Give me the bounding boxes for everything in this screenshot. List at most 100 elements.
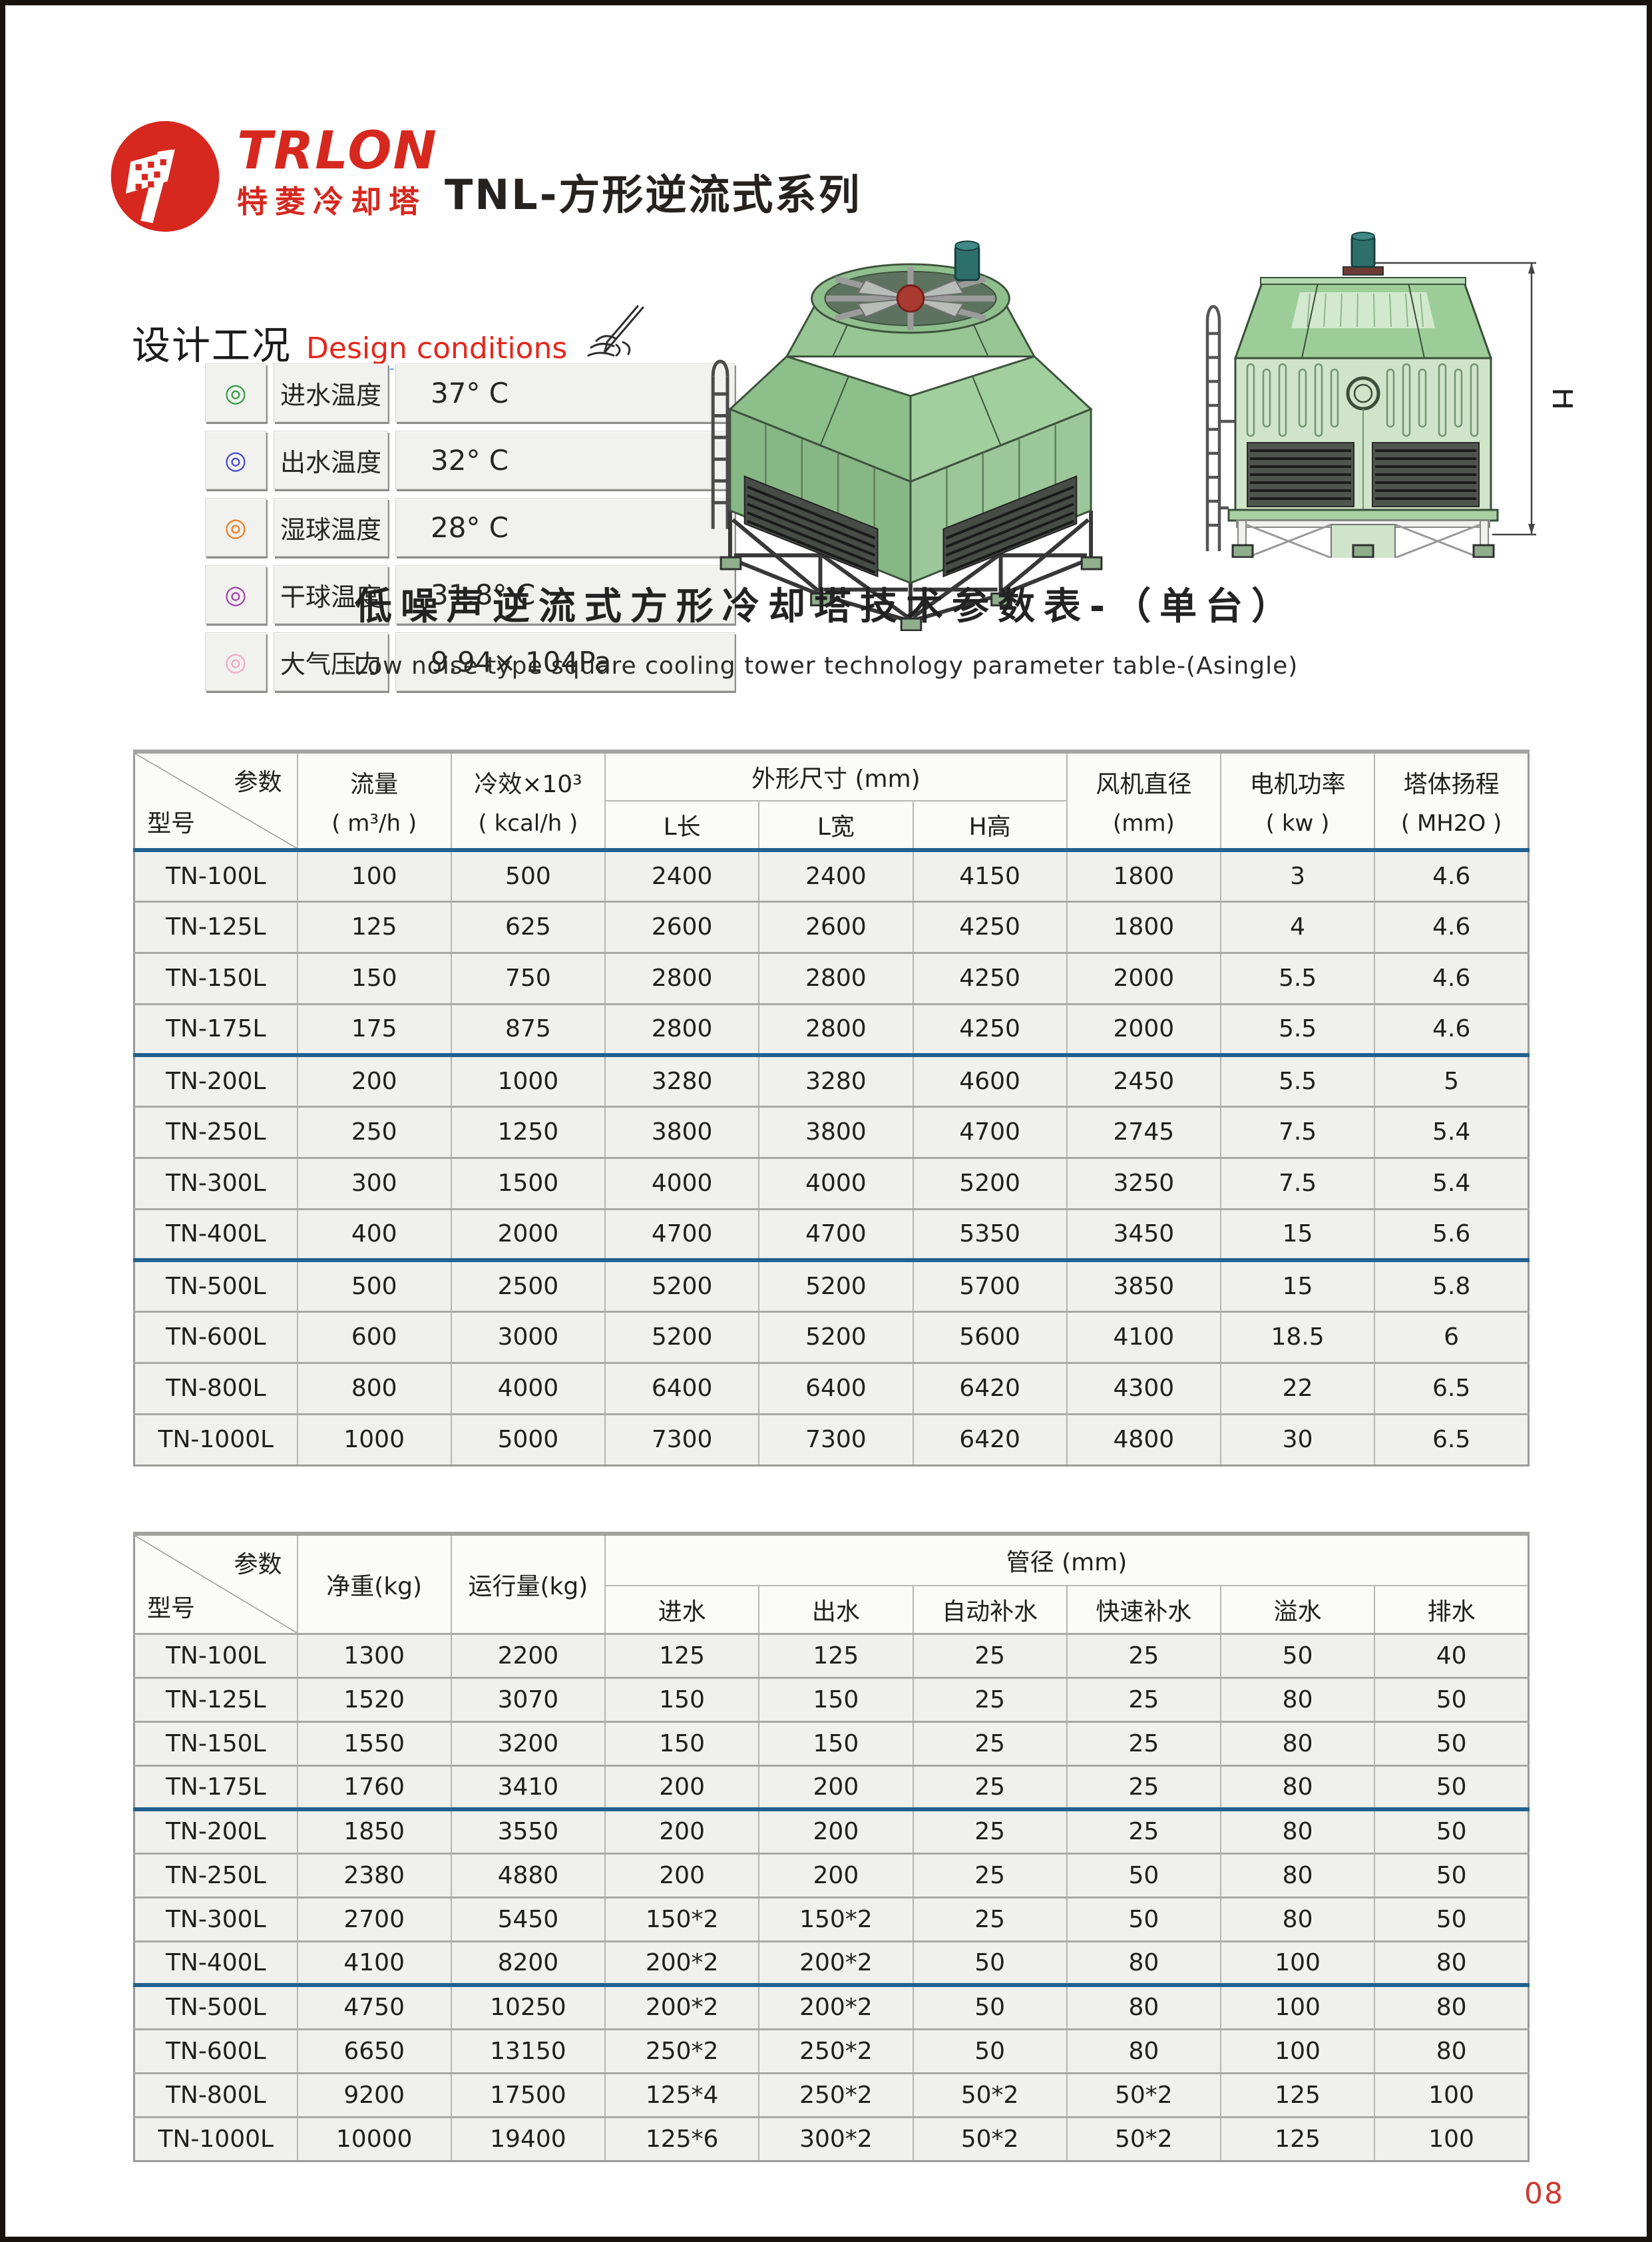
writing-hand-icon <box>587 305 644 357</box>
value-cell: 80 <box>1374 1983 1530 2030</box>
value-cell: 100 <box>1219 1983 1376 2030</box>
value-cell: 25 <box>912 1852 1068 1898</box>
design-condition-row: ◎ 进水温度 37° C <box>205 363 737 422</box>
condition-label-cell: 进水温度 <box>274 363 388 422</box>
col-header-quick-makeup: 快速补水 <box>1066 1585 1221 1634</box>
value-cell: 50 <box>1066 1896 1221 1942</box>
value-cell: 125*6 <box>604 2116 760 2161</box>
model-cell: TN-200L <box>133 1053 298 1107</box>
value-cell: 50 <box>1219 1632 1376 1678</box>
model-cell: TN-300L <box>133 1156 298 1210</box>
value-cell: 25 <box>1066 1764 1221 1810</box>
model-cell: TN-300L <box>133 1896 298 1942</box>
corner-label-model: 型号 <box>147 810 196 837</box>
value-cell: 5200 <box>758 1310 914 1363</box>
value-cell: 5600 <box>912 1310 1068 1363</box>
value-cell: 250 <box>296 1105 452 1158</box>
design-condition-row: ◎ 干球温度 31.8° C <box>205 565 737 624</box>
condition-value-cell: 37° C <box>395 363 735 422</box>
value-cell: 175 <box>296 1003 452 1056</box>
value-cell: 10000 <box>296 2116 452 2161</box>
bullseye-orange-icon: ◎ <box>224 513 247 542</box>
model-cell: TN-1000L <box>133 1413 298 1466</box>
value-cell: 4600 <box>912 1053 1068 1107</box>
value-cell: 200*2 <box>604 1983 760 2030</box>
value-cell: 5350 <box>912 1208 1068 1261</box>
model-cell: TN-500L <box>133 1983 298 2030</box>
table-row: TN-300L 300 1500 4000 4000 5200 3250 7.5 5.4 <box>133 1156 1530 1210</box>
value-cell: 3410 <box>450 1764 606 1810</box>
value-cell: 5 <box>1374 1053 1530 1107</box>
value-cell: 625 <box>450 900 606 953</box>
model-cell: TN-250L <box>133 1105 298 1158</box>
model-cell: TN-100L <box>133 848 298 902</box>
corner-label-parameter: 参数 <box>234 769 282 796</box>
value-cell: 125 <box>296 900 452 953</box>
col-header-motor-power: 电机功率( kw ) <box>1219 751 1376 851</box>
value-cell: 5200 <box>912 1156 1068 1210</box>
corner-label-model: 型号 <box>147 1594 196 1622</box>
value-cell: 25 <box>1066 1632 1221 1678</box>
model-cell: TN-150L <box>133 951 298 1005</box>
value-cell: 3450 <box>1066 1208 1221 1261</box>
table-row: TN-300L 2700 5450 150*2 150*2 25 50 80 50 <box>133 1896 1530 1942</box>
brand-logo: TRLON 特菱冷却塔 <box>105 120 438 233</box>
table-row: TN-600L 6650 13150 250*2 250*2 50 80 100 80 <box>133 2028 1530 2074</box>
col-header-fan-diameter: 风机直径 (mm) <box>1066 751 1221 851</box>
value-cell: 6650 <box>296 2028 452 2074</box>
condition-label: 出水温度 <box>280 447 381 477</box>
value-cell: 50 <box>1374 1764 1530 1810</box>
trlon-logo-icon <box>110 120 220 232</box>
value-cell: 1000 <box>296 1413 452 1466</box>
value-cell: 1500 <box>450 1156 606 1210</box>
value-cell: 1760 <box>296 1764 452 1810</box>
design-conditions-title-en: Design conditions <box>306 332 568 370</box>
value-cell: 300*2 <box>758 2116 914 2161</box>
value-cell: 3800 <box>758 1105 914 1158</box>
value-cell: 4000 <box>758 1156 914 1210</box>
condition-value-cell: 31.8° C <box>395 565 735 624</box>
value-cell: 150*2 <box>604 1896 760 1942</box>
value-cell: 100 <box>1374 2072 1530 2118</box>
value-cell: 5.6 <box>1374 1208 1530 1261</box>
value-cell: 6.5 <box>1374 1361 1530 1415</box>
value-cell: 200 <box>296 1053 452 1107</box>
table-row: TN-100L 1300 2200 125 125 25 25 50 40 <box>133 1632 1530 1678</box>
value-cell: 50 <box>1374 1807 1530 1854</box>
value-cell: 2800 <box>604 1003 760 1056</box>
model-cell: TN-1000L <box>133 2116 298 2161</box>
value-cell: 1250 <box>450 1105 606 1158</box>
value-cell: 7300 <box>604 1413 760 1466</box>
value-cell: 4250 <box>912 900 1068 953</box>
table-row: TN-400L 400 2000 4700 4700 5350 3450 15 5.6 <box>133 1208 1530 1261</box>
icon-cell: ◎ <box>205 498 266 557</box>
value-cell: 4000 <box>450 1361 606 1415</box>
value-cell: 5.5 <box>1219 1053 1376 1107</box>
value-cell: 250*2 <box>758 2072 914 2118</box>
value-cell: 4250 <box>912 1003 1068 1056</box>
value-cell: 600 <box>296 1310 452 1363</box>
value-cell: 150 <box>604 1676 760 1722</box>
value-cell: 2800 <box>758 1003 914 1056</box>
col-header-cooling: 冷效×10³( kcal/h ) <box>450 751 606 851</box>
value-cell: 80 <box>1219 1764 1376 1810</box>
value-cell: 2700 <box>296 1896 452 1942</box>
value-cell: 2500 <box>450 1258 606 1312</box>
value-cell: 1300 <box>296 1632 452 1678</box>
value-cell: 50*2 <box>1066 2072 1221 2118</box>
value-cell: 5.5 <box>1219 1003 1376 1056</box>
value-cell: 80 <box>1219 1676 1376 1722</box>
value-cell: 4.6 <box>1374 1003 1530 1056</box>
weight-pipe-table: 参数 型号 净重(kg) 运行量(kg) 管径 (mm) 进水 出水 自动补水 … <box>133 1532 1530 2162</box>
design-condition-row: ◎ 出水温度 32° C <box>205 431 737 489</box>
condition-value: 28° C <box>431 511 509 544</box>
value-cell: 22 <box>1219 1361 1376 1415</box>
col-header-length: L长 <box>604 800 760 851</box>
value-cell: 1520 <box>296 1676 452 1722</box>
table-row: TN-125L 125 625 2600 2600 4250 1800 4 4.6 <box>133 900 1530 953</box>
table-row: TN-175L 175 875 2800 2800 4250 2000 5.5 4.6 <box>133 1003 1530 1056</box>
value-cell: 200 <box>758 1764 914 1810</box>
value-cell: 50*2 <box>912 2116 1068 2161</box>
value-cell: 5200 <box>604 1258 760 1312</box>
